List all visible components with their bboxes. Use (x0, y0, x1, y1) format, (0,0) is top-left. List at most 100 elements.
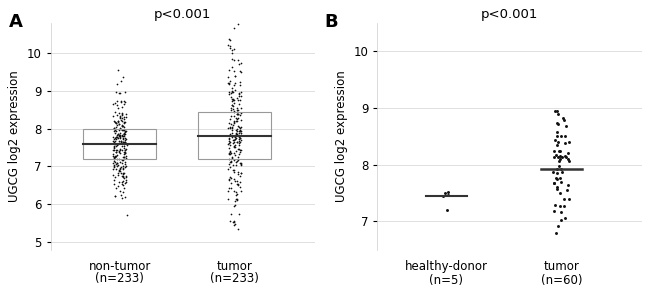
Point (111, 137, 121, 141)
Point (235, 148, 246, 152)
Point (235, 137, 246, 142)
Point (229, 143, 240, 148)
Point (229, 153, 240, 157)
Point (110, 120, 120, 124)
Point (235, 134, 246, 139)
Point (552, 122, 563, 126)
Point (228, 96, 239, 101)
Point (229, 140, 239, 145)
Point (118, 74, 129, 79)
Point (227, 102, 237, 107)
Point (121, 163, 131, 168)
Point (109, 178, 119, 182)
Point (117, 128, 127, 132)
Point (225, 165, 235, 170)
Point (229, 68, 239, 73)
Point (227, 156, 238, 160)
Text: non-tumor: non-tumor (88, 260, 151, 273)
Point (119, 117, 129, 121)
Point (229, 222, 240, 226)
Point (231, 119, 241, 123)
Point (112, 161, 122, 165)
Point (113, 163, 124, 167)
Point (108, 135, 118, 139)
Point (549, 181, 559, 185)
Point (234, 152, 244, 156)
Point (555, 149, 566, 153)
Point (114, 122, 124, 127)
Point (114, 114, 125, 119)
Point (121, 177, 131, 182)
Point (552, 120, 562, 125)
Point (234, 62, 244, 67)
Point (227, 126, 237, 131)
Point (234, 94, 244, 98)
Point (552, 167, 562, 172)
Point (443, 189, 453, 194)
Point (552, 171, 562, 175)
Point (116, 139, 127, 144)
Point (233, 115, 243, 120)
Point (108, 154, 118, 159)
Point (114, 132, 125, 137)
Point (235, 82, 245, 87)
Point (229, 26, 239, 31)
Point (109, 131, 120, 136)
Point (109, 143, 119, 148)
Point (556, 167, 566, 171)
Point (560, 140, 570, 145)
Point (116, 139, 127, 144)
Point (115, 150, 125, 155)
Point (554, 164, 565, 168)
Point (230, 137, 240, 142)
Point (225, 139, 235, 144)
Point (116, 119, 127, 124)
Point (118, 158, 129, 163)
Point (118, 165, 128, 170)
Point (118, 175, 128, 179)
Point (233, 97, 243, 102)
Point (116, 133, 127, 138)
Point (111, 167, 121, 172)
Point (227, 86, 237, 91)
Point (231, 112, 242, 117)
Point (114, 139, 124, 144)
Point (111, 123, 122, 127)
Point (226, 94, 236, 99)
Point (563, 157, 573, 162)
Point (108, 166, 118, 171)
Point (224, 141, 234, 145)
Point (233, 181, 243, 186)
Point (224, 125, 235, 130)
Point (552, 143, 562, 148)
Point (231, 159, 241, 164)
Point (224, 178, 235, 182)
Point (234, 102, 244, 107)
Point (227, 123, 238, 127)
Point (113, 132, 124, 136)
Point (114, 130, 125, 135)
Point (110, 136, 120, 141)
Point (552, 130, 562, 135)
Point (233, 227, 243, 231)
Point (109, 145, 119, 149)
Point (111, 134, 121, 139)
Point (116, 78, 126, 83)
Point (233, 124, 243, 129)
Point (225, 149, 235, 154)
Point (231, 110, 242, 115)
Point (228, 204, 239, 209)
Point (229, 137, 239, 142)
Point (119, 132, 129, 136)
Point (556, 209, 567, 214)
Point (234, 137, 244, 142)
Point (120, 119, 131, 124)
Point (119, 143, 129, 148)
Point (227, 102, 237, 107)
Point (233, 128, 244, 133)
Point (226, 90, 237, 94)
Point (118, 133, 128, 138)
Point (227, 168, 238, 173)
Point (235, 128, 245, 133)
Point (235, 69, 246, 74)
